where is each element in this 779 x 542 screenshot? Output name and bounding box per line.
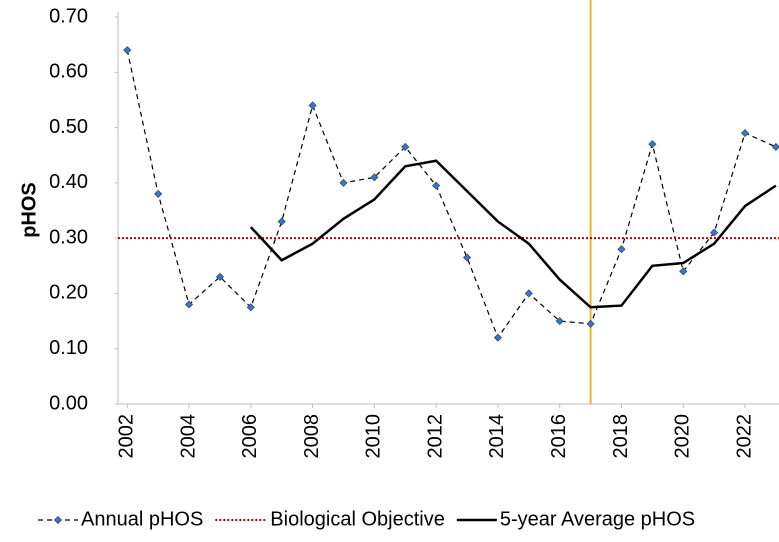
legend-label: Annual pHOS (81, 508, 203, 530)
data-marker (184, 300, 194, 309)
data-marker (308, 101, 317, 110)
data-marker (401, 142, 410, 151)
data-marker (740, 129, 750, 138)
data-marker (432, 181, 441, 190)
x-tick-label: 2012 (424, 414, 446, 459)
legend-marker (53, 515, 63, 525)
data-marker (617, 245, 626, 254)
series-line (126, 50, 777, 339)
y-axis-label: pHOS (18, 182, 40, 238)
x-tick-label: 2016 (548, 414, 570, 459)
y-tick-label: 0.10 (49, 337, 88, 359)
y-tick-label: 0.40 (49, 171, 88, 193)
data-marker (339, 178, 348, 187)
data-marker (710, 228, 719, 237)
x-tick-label: 2006 (239, 414, 261, 459)
data-marker (154, 189, 163, 198)
x-tick-label: 2008 (301, 414, 323, 459)
x-tick-label: 2002 (116, 414, 138, 459)
data-marker (648, 140, 657, 149)
data-marker (215, 272, 224, 281)
data-marker (493, 333, 502, 342)
y-tick-label: 0.70 (49, 5, 88, 27)
data-marker (586, 319, 595, 328)
y-tick-label: 0.00 (49, 392, 88, 414)
y-tick-label: 0.60 (49, 61, 88, 83)
x-tick-label: 2018 (610, 414, 632, 459)
x-tick-label: 2020 (672, 414, 694, 459)
data-marker (277, 217, 286, 226)
legend-label: Biological Objective (270, 508, 445, 530)
data-marker (370, 173, 379, 182)
data-marker (555, 317, 564, 326)
data-marker (679, 267, 688, 276)
data-marker (771, 142, 779, 151)
legend-label: 5-year Average pHOS (500, 508, 695, 530)
x-tick-label: 2010 (363, 414, 385, 459)
y-tick-label: 0.50 (49, 116, 88, 138)
y-tick-label: 0.20 (49, 282, 88, 304)
x-tick-label: 2014 (486, 414, 508, 459)
data-marker (246, 303, 255, 312)
data-marker (524, 289, 533, 298)
y-tick-label: 0.30 (49, 226, 88, 248)
data-marker (462, 253, 472, 262)
x-tick-label: 2022 (733, 414, 755, 459)
series-line (249, 159, 777, 309)
data-marker (123, 46, 132, 55)
x-tick-label: 2004 (177, 414, 199, 459)
